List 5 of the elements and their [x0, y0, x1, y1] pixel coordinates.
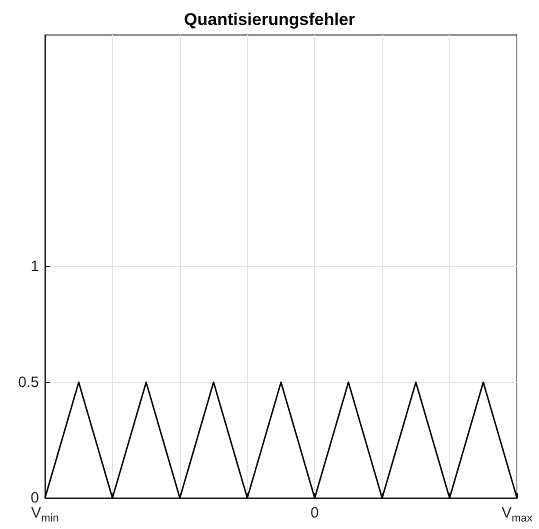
y-tick-label: 1 — [30, 258, 39, 275]
chart-title: Quantisierungsfehler — [184, 10, 356, 29]
x-tick-label: 0 — [310, 504, 319, 522]
y-tick-label: 0 — [30, 490, 39, 506]
y-tick-label: 0.5 — [18, 374, 39, 391]
